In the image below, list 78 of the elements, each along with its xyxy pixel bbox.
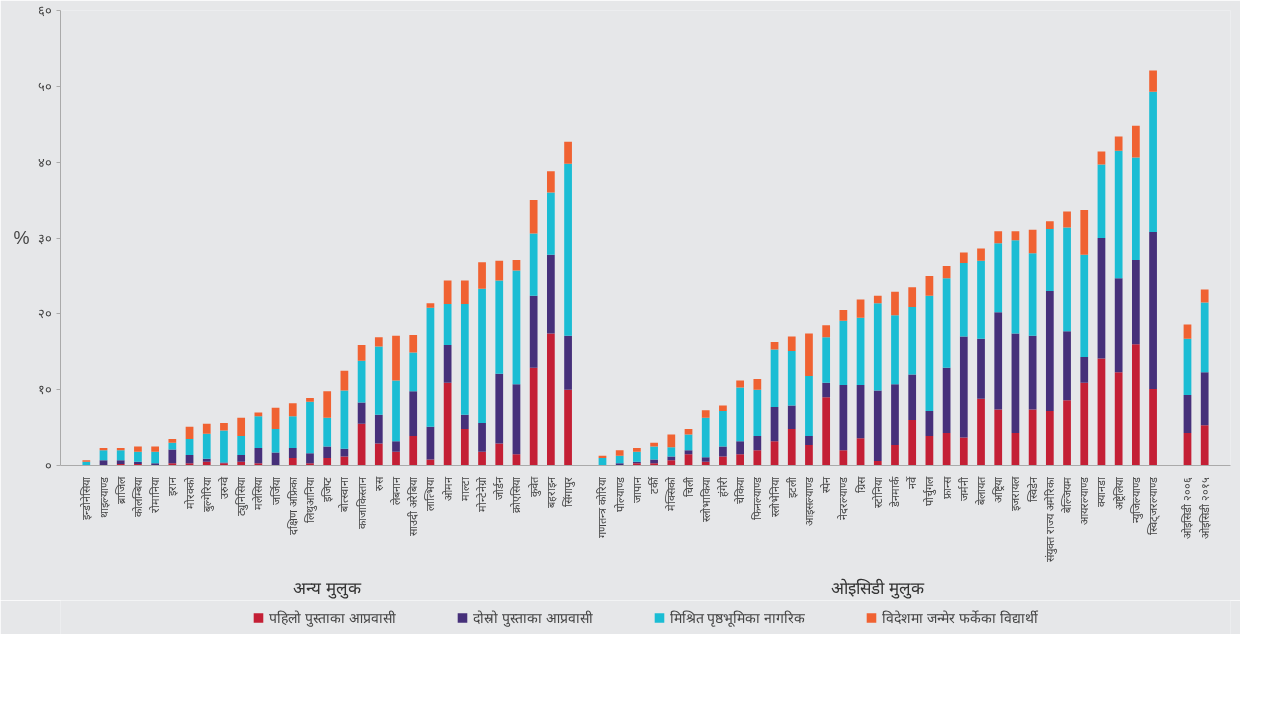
legend-label: दोस्रो पुस्ताका आप्रवासी — [472, 608, 593, 627]
x-tick-label: इजिप्ट — [321, 476, 334, 502]
x-tick-label: आइसल्याण्ड — [802, 476, 815, 526]
x-tick-label: पोर्चुगल — [923, 475, 937, 506]
x-tick-label: नर्वे — [906, 475, 919, 489]
x-tick-label: कुवेत — [527, 475, 541, 497]
y-tick-label: ५० — [37, 78, 52, 94]
x-tick-label: जोर्डन — [493, 475, 506, 500]
x-tick-label: लेबनान — [390, 475, 403, 505]
x-tick-label: लिथुआनिया — [303, 476, 317, 523]
x-tick-label: ग्रिस — [854, 475, 867, 493]
x-tick-label: जर्जिया — [269, 476, 282, 505]
x-tick-label: मलेसिया — [252, 476, 265, 510]
x-tick-label: टर्की — [648, 475, 661, 494]
text: ओइसिडी मुलुक — [831, 577, 926, 599]
x-tick-label: हंगेरी — [716, 476, 729, 497]
x-tick-label: कोलम्बिया — [131, 476, 144, 517]
x-tick-label: संयुक्त राज्य अमेरिका — [1043, 476, 1057, 562]
x-tick-label: बहराइन — [544, 475, 557, 508]
x-tick-label: चेकिया — [734, 476, 747, 504]
y-tick-label: ४० — [37, 154, 52, 170]
x-tick-label: काजाकिस्तान — [355, 475, 368, 529]
x-tick-label: साउदी अरेबिया — [407, 476, 420, 536]
x-tick-label: रोमानिया — [149, 476, 162, 513]
x-tick-label: ओमन — [441, 475, 454, 501]
legend-label: मिश्रित पृष्ठभूमिका नागरिक — [669, 608, 806, 627]
text: अन्य मुलुक — [293, 578, 363, 599]
x-tick-label: सिंगापुर — [562, 476, 576, 507]
x-tick-label: रुस — [372, 475, 385, 491]
x-tick-label: अष्ट्रेलिया — [1112, 476, 1126, 510]
x-tick-label: इजरायल — [1009, 475, 1022, 511]
x-tick-label: फिनल्याण्ड — [751, 476, 764, 520]
y-axis-title: % — [13, 228, 30, 248]
x-tick-label: गणतन्त्र कोरिया — [596, 476, 609, 538]
y-tick-label: ३० — [37, 230, 52, 246]
x-tick-label: स्लोभाकिया — [699, 476, 712, 522]
legend-label: पहिलो पुस्ताका आप्रवासी — [268, 608, 396, 627]
x-tick-label: ओइसिडी २०१५ — [1198, 476, 1211, 539]
x-tick-label: इन्डोनेसिया — [80, 476, 93, 520]
x-tick-label: बेल्जियम — [1061, 476, 1074, 513]
x-tick-label: ट्युनिसिया — [235, 476, 249, 516]
y-tick-label: ० — [44, 458, 52, 473]
x-tick-label: आयरल्याण्ड — [1078, 476, 1091, 525]
y-tick-label: २० — [37, 306, 52, 322]
x-tick-label: थाइल्याण्ड — [97, 476, 110, 518]
x-tick-label: दक्षिण अफ्रिका — [286, 476, 299, 535]
x-tick-label: बुल्गेरिया — [200, 476, 214, 512]
x-tick-label: डेनमार्क — [888, 475, 901, 508]
legend-label: विदेशमा जन्मेर फर्केका विद्यार्थी — [882, 608, 1039, 627]
y-tick-label: १० — [37, 382, 52, 398]
x-tick-label: ओइसिडी २००६ — [1181, 476, 1194, 539]
x-tick-label: बोत्स्वाना — [338, 476, 351, 512]
x-tick-label: उरुग्वे — [217, 475, 230, 499]
x-tick-label: जापान — [630, 475, 643, 503]
x-tick-label: इटली — [785, 476, 798, 498]
x-tick-label: स्पेन — [820, 475, 833, 493]
x-tick-label: ब्राजिल — [114, 475, 127, 504]
x-tick-label: स्विडेन — [1026, 475, 1039, 502]
x-tick-label: मोन्टेनेग्रो — [476, 476, 489, 512]
x-tick-label: पोल्याण्ड — [613, 476, 626, 512]
y-tick-label: ६० — [37, 3, 52, 18]
x-tick-label: क्यानडा — [1095, 476, 1108, 507]
x-tick-label: इरान — [166, 475, 179, 496]
x-tick-label: स्लोभेनिया — [768, 476, 781, 517]
x-tick-label: नेदरल्याण्ड — [837, 476, 850, 520]
x-tick-label: क्रोएसिया — [510, 476, 523, 513]
x-tick-label: बेलायत — [975, 475, 988, 505]
x-tick-label: चिली — [682, 476, 695, 497]
x-tick-label: न्युजिल्याण्ड — [1129, 476, 1143, 523]
x-tick-label: स्विट्जरल्याण्ड — [1147, 476, 1161, 535]
x-tick-label: माल्टा — [458, 476, 471, 501]
x-tick-label: अष्ट्रिया — [992, 476, 1006, 503]
x-tick-label: लात्भिया — [424, 476, 437, 511]
x-tick-label: मोरक्को — [183, 476, 196, 509]
x-tick-label: स्टोनिया — [871, 476, 884, 508]
x-tick-label: फ्रान्स — [940, 475, 953, 499]
x-tick-label: जर्मनी — [957, 476, 970, 501]
x-tick-label: मेक्सिको — [665, 476, 678, 511]
